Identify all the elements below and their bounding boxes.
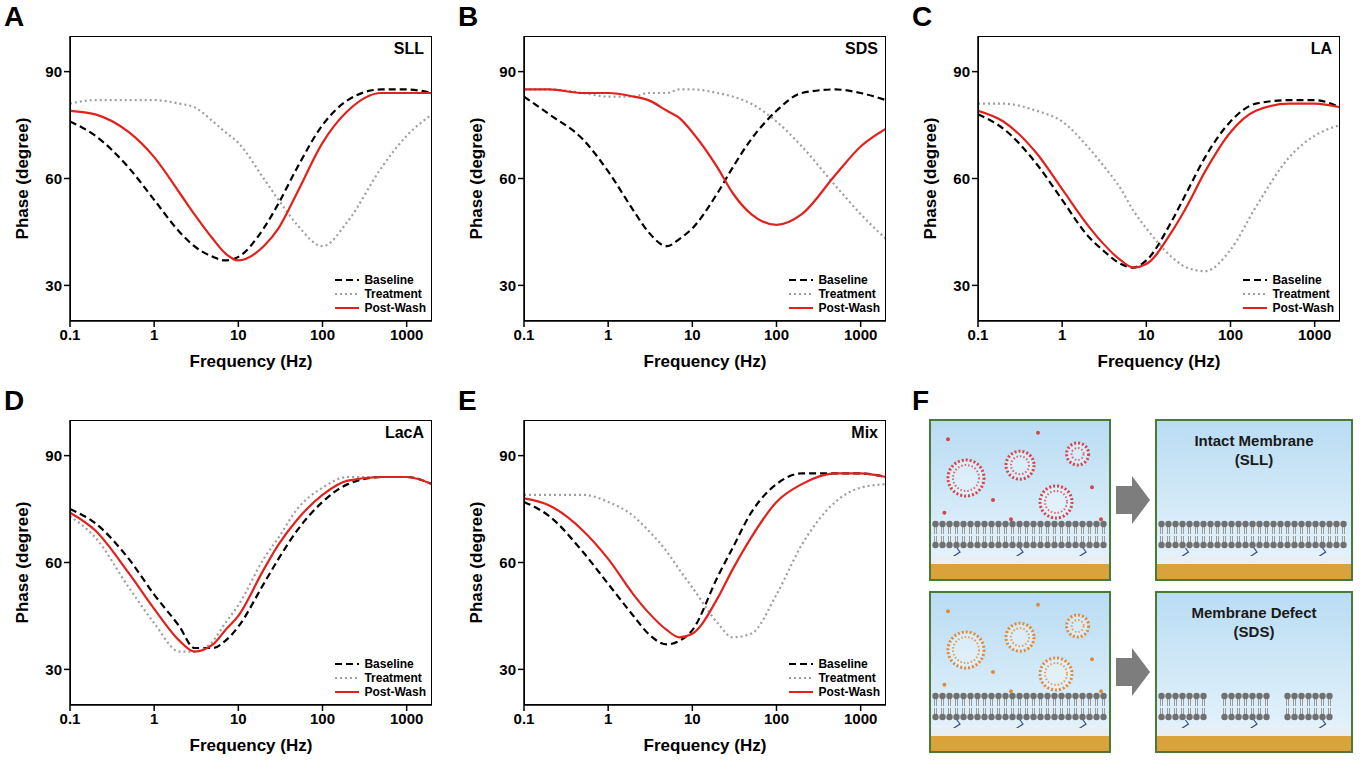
svg-text:0.1: 0.1	[60, 326, 81, 343]
html-text:C: C	[912, 1, 933, 32]
html-text:Baseline: Baseline	[818, 273, 868, 287]
html-text:Baseline: Baseline	[818, 657, 868, 671]
svg-text:1: 1	[604, 710, 612, 727]
svg-text:100: 100	[310, 710, 335, 727]
svg-text:Phase (degree): Phase (degree)	[13, 502, 32, 624]
svg-text:30: 30	[499, 277, 516, 294]
svg-text:1000: 1000	[1298, 326, 1331, 343]
svg-text:10: 10	[230, 710, 247, 727]
svg-text:100: 100	[764, 326, 789, 343]
svg-text:(SLL): (SLL)	[1235, 451, 1273, 468]
svg-text:100: 100	[310, 326, 335, 343]
html-text:SDS: SDS	[845, 40, 878, 57]
svg-text:30: 30	[953, 277, 970, 294]
html-text:B: B	[458, 1, 479, 32]
html-text:F: F	[912, 385, 930, 416]
svg-text:1: 1	[150, 710, 158, 727]
svg-text:30: 30	[45, 661, 62, 678]
html-text:D: D	[4, 385, 25, 416]
html-text:E: E	[458, 385, 477, 416]
svg-text:0.1: 0.1	[514, 710, 535, 727]
svg-text:10: 10	[684, 326, 701, 343]
svg-text:60: 60	[499, 554, 516, 571]
svg-text:90: 90	[45, 447, 62, 464]
html-text:Post-Wash: Post-Wash	[818, 301, 880, 315]
svg-text:1000: 1000	[390, 710, 423, 727]
svg-text:1000: 1000	[844, 710, 877, 727]
svg-text:0.1: 0.1	[60, 710, 81, 727]
html-text:LacA: LacA	[384, 424, 424, 441]
svg-text:0.1: 0.1	[968, 326, 989, 343]
html-text:A: A	[4, 1, 25, 32]
svg-text:Frequency (Hz): Frequency (Hz)	[190, 352, 313, 371]
svg-text:90: 90	[499, 447, 516, 464]
svg-text:Frequency (Hz): Frequency (Hz)	[644, 736, 767, 755]
svg-text:1: 1	[604, 326, 612, 343]
svg-text:Intact Membrane: Intact Membrane	[1194, 432, 1313, 449]
svg-text:60: 60	[45, 170, 62, 187]
svg-text:60: 60	[953, 170, 970, 187]
html-text:Treatment: Treatment	[818, 671, 876, 685]
svg-text:10: 10	[684, 710, 701, 727]
svg-text:Phase (degree): Phase (degree)	[921, 118, 940, 240]
svg-text:60: 60	[45, 554, 62, 571]
html-text:Mix: Mix	[851, 424, 878, 441]
svg-text:Membrane Defect: Membrane Defect	[1191, 604, 1316, 621]
svg-text:Phase (degree): Phase (degree)	[13, 118, 32, 240]
html-text:SLL: SLL	[393, 40, 424, 57]
html-text:LA: LA	[1310, 40, 1332, 57]
svg-text:Frequency (Hz): Frequency (Hz)	[1098, 352, 1221, 371]
html-text:Treatment: Treatment	[1272, 287, 1330, 301]
svg-text:0.1: 0.1	[514, 326, 535, 343]
svg-text:30: 30	[45, 277, 62, 294]
html-text:Treatment: Treatment	[364, 671, 422, 685]
svg-text:1000: 1000	[390, 326, 423, 343]
svg-text:Frequency (Hz): Frequency (Hz)	[190, 736, 313, 755]
svg-text:Phase (degree): Phase (degree)	[467, 118, 486, 240]
svg-text:10: 10	[1138, 326, 1155, 343]
html-text:Treatment: Treatment	[818, 287, 876, 301]
svg-text:100: 100	[764, 710, 789, 727]
svg-text:1: 1	[150, 326, 158, 343]
svg-text:1: 1	[1058, 326, 1066, 343]
svg-text:90: 90	[953, 63, 970, 80]
html-text:Post-Wash: Post-Wash	[364, 685, 426, 699]
svg-text:60: 60	[499, 170, 516, 187]
svg-text:100: 100	[1218, 326, 1243, 343]
svg-text:30: 30	[499, 661, 516, 678]
svg-text:90: 90	[499, 63, 516, 80]
html-text:Baseline: Baseline	[364, 657, 414, 671]
html-text:Baseline: Baseline	[1272, 273, 1322, 287]
html-text:Post-Wash: Post-Wash	[1272, 301, 1334, 315]
html-text:Treatment: Treatment	[364, 287, 422, 301]
svg-text:1000: 1000	[844, 326, 877, 343]
svg-text:(SDS): (SDS)	[1234, 623, 1275, 640]
svg-text:Phase (degree): Phase (degree)	[467, 502, 486, 624]
html-text:Post-Wash: Post-Wash	[818, 685, 880, 699]
svg-text:90: 90	[45, 63, 62, 80]
html-text:Baseline: Baseline	[364, 273, 414, 287]
svg-text:10: 10	[230, 326, 247, 343]
html-text:Post-Wash: Post-Wash	[364, 301, 426, 315]
svg-text:Frequency (Hz): Frequency (Hz)	[644, 352, 767, 371]
